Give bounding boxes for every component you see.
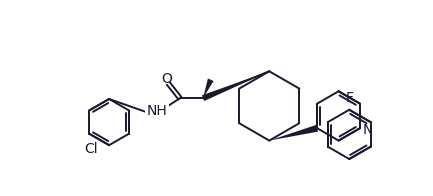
Polygon shape [269, 125, 318, 141]
Text: F: F [345, 91, 353, 105]
Text: O: O [162, 72, 172, 86]
Text: N: N [363, 123, 373, 137]
Text: NH: NH [146, 103, 167, 118]
Text: Cl: Cl [85, 142, 98, 156]
Polygon shape [203, 79, 213, 98]
Polygon shape [202, 71, 269, 101]
